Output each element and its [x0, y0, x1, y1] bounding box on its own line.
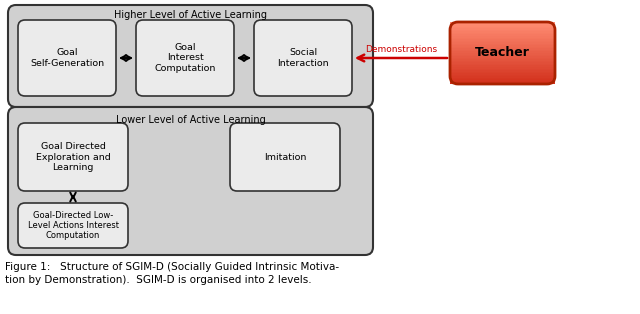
- Text: Social
Interaction: Social Interaction: [277, 48, 329, 68]
- Bar: [450, 59, 555, 61]
- FancyBboxPatch shape: [18, 20, 116, 96]
- Bar: [450, 65, 555, 68]
- Bar: [450, 53, 555, 55]
- Bar: [450, 41, 555, 43]
- FancyBboxPatch shape: [18, 123, 128, 191]
- Bar: [450, 72, 555, 74]
- Bar: [450, 30, 555, 32]
- Bar: [450, 25, 555, 27]
- FancyBboxPatch shape: [18, 203, 128, 248]
- FancyBboxPatch shape: [254, 20, 352, 96]
- Bar: [450, 61, 555, 63]
- Bar: [450, 44, 555, 46]
- Bar: [450, 55, 555, 57]
- Bar: [450, 50, 555, 52]
- Bar: [450, 45, 555, 47]
- Bar: [450, 48, 555, 51]
- Bar: [450, 22, 555, 24]
- Text: Goal-Directed Low-
Level Actions Interest
Computation: Goal-Directed Low- Level Actions Interes…: [28, 211, 118, 241]
- Bar: [450, 58, 555, 60]
- Bar: [450, 39, 555, 41]
- Bar: [450, 36, 555, 38]
- Bar: [450, 31, 555, 33]
- Bar: [450, 83, 555, 84]
- Text: Goal Directed
Exploration and
Learning: Goal Directed Exploration and Learning: [36, 142, 110, 172]
- Text: Figure 1:   Structure of SGIM-D (Socially Guided Intrinsic Motiva-
tion by Demon: Figure 1: Structure of SGIM-D (Socially …: [5, 262, 339, 285]
- Text: Higher Level of Active Learning: Higher Level of Active Learning: [114, 10, 267, 20]
- FancyBboxPatch shape: [8, 107, 373, 255]
- Bar: [450, 79, 555, 81]
- FancyBboxPatch shape: [8, 5, 373, 107]
- Bar: [450, 33, 555, 35]
- Bar: [450, 27, 555, 29]
- Bar: [450, 62, 555, 64]
- Bar: [450, 75, 555, 77]
- Bar: [450, 67, 555, 69]
- Bar: [450, 42, 555, 44]
- Bar: [450, 68, 555, 71]
- Text: Demonstrations: Demonstrations: [365, 45, 437, 54]
- Text: Imitation: Imitation: [264, 153, 306, 161]
- FancyBboxPatch shape: [136, 20, 234, 96]
- Bar: [450, 37, 555, 40]
- FancyBboxPatch shape: [230, 123, 340, 191]
- Bar: [450, 73, 555, 75]
- Bar: [450, 81, 555, 83]
- Bar: [450, 24, 555, 26]
- Bar: [450, 70, 555, 72]
- Bar: [450, 78, 555, 80]
- Text: Goal
Self-Generation: Goal Self-Generation: [30, 48, 104, 68]
- Text: Lower Level of Active Learning: Lower Level of Active Learning: [116, 115, 266, 125]
- Bar: [450, 51, 555, 53]
- Bar: [450, 56, 555, 58]
- Bar: [450, 35, 555, 36]
- Bar: [450, 28, 555, 30]
- Bar: [450, 64, 555, 66]
- Bar: [450, 47, 555, 49]
- Text: Teacher: Teacher: [475, 46, 530, 59]
- Text: Goal
Interest
Computation: Goal Interest Computation: [154, 43, 216, 73]
- Bar: [450, 76, 555, 78]
